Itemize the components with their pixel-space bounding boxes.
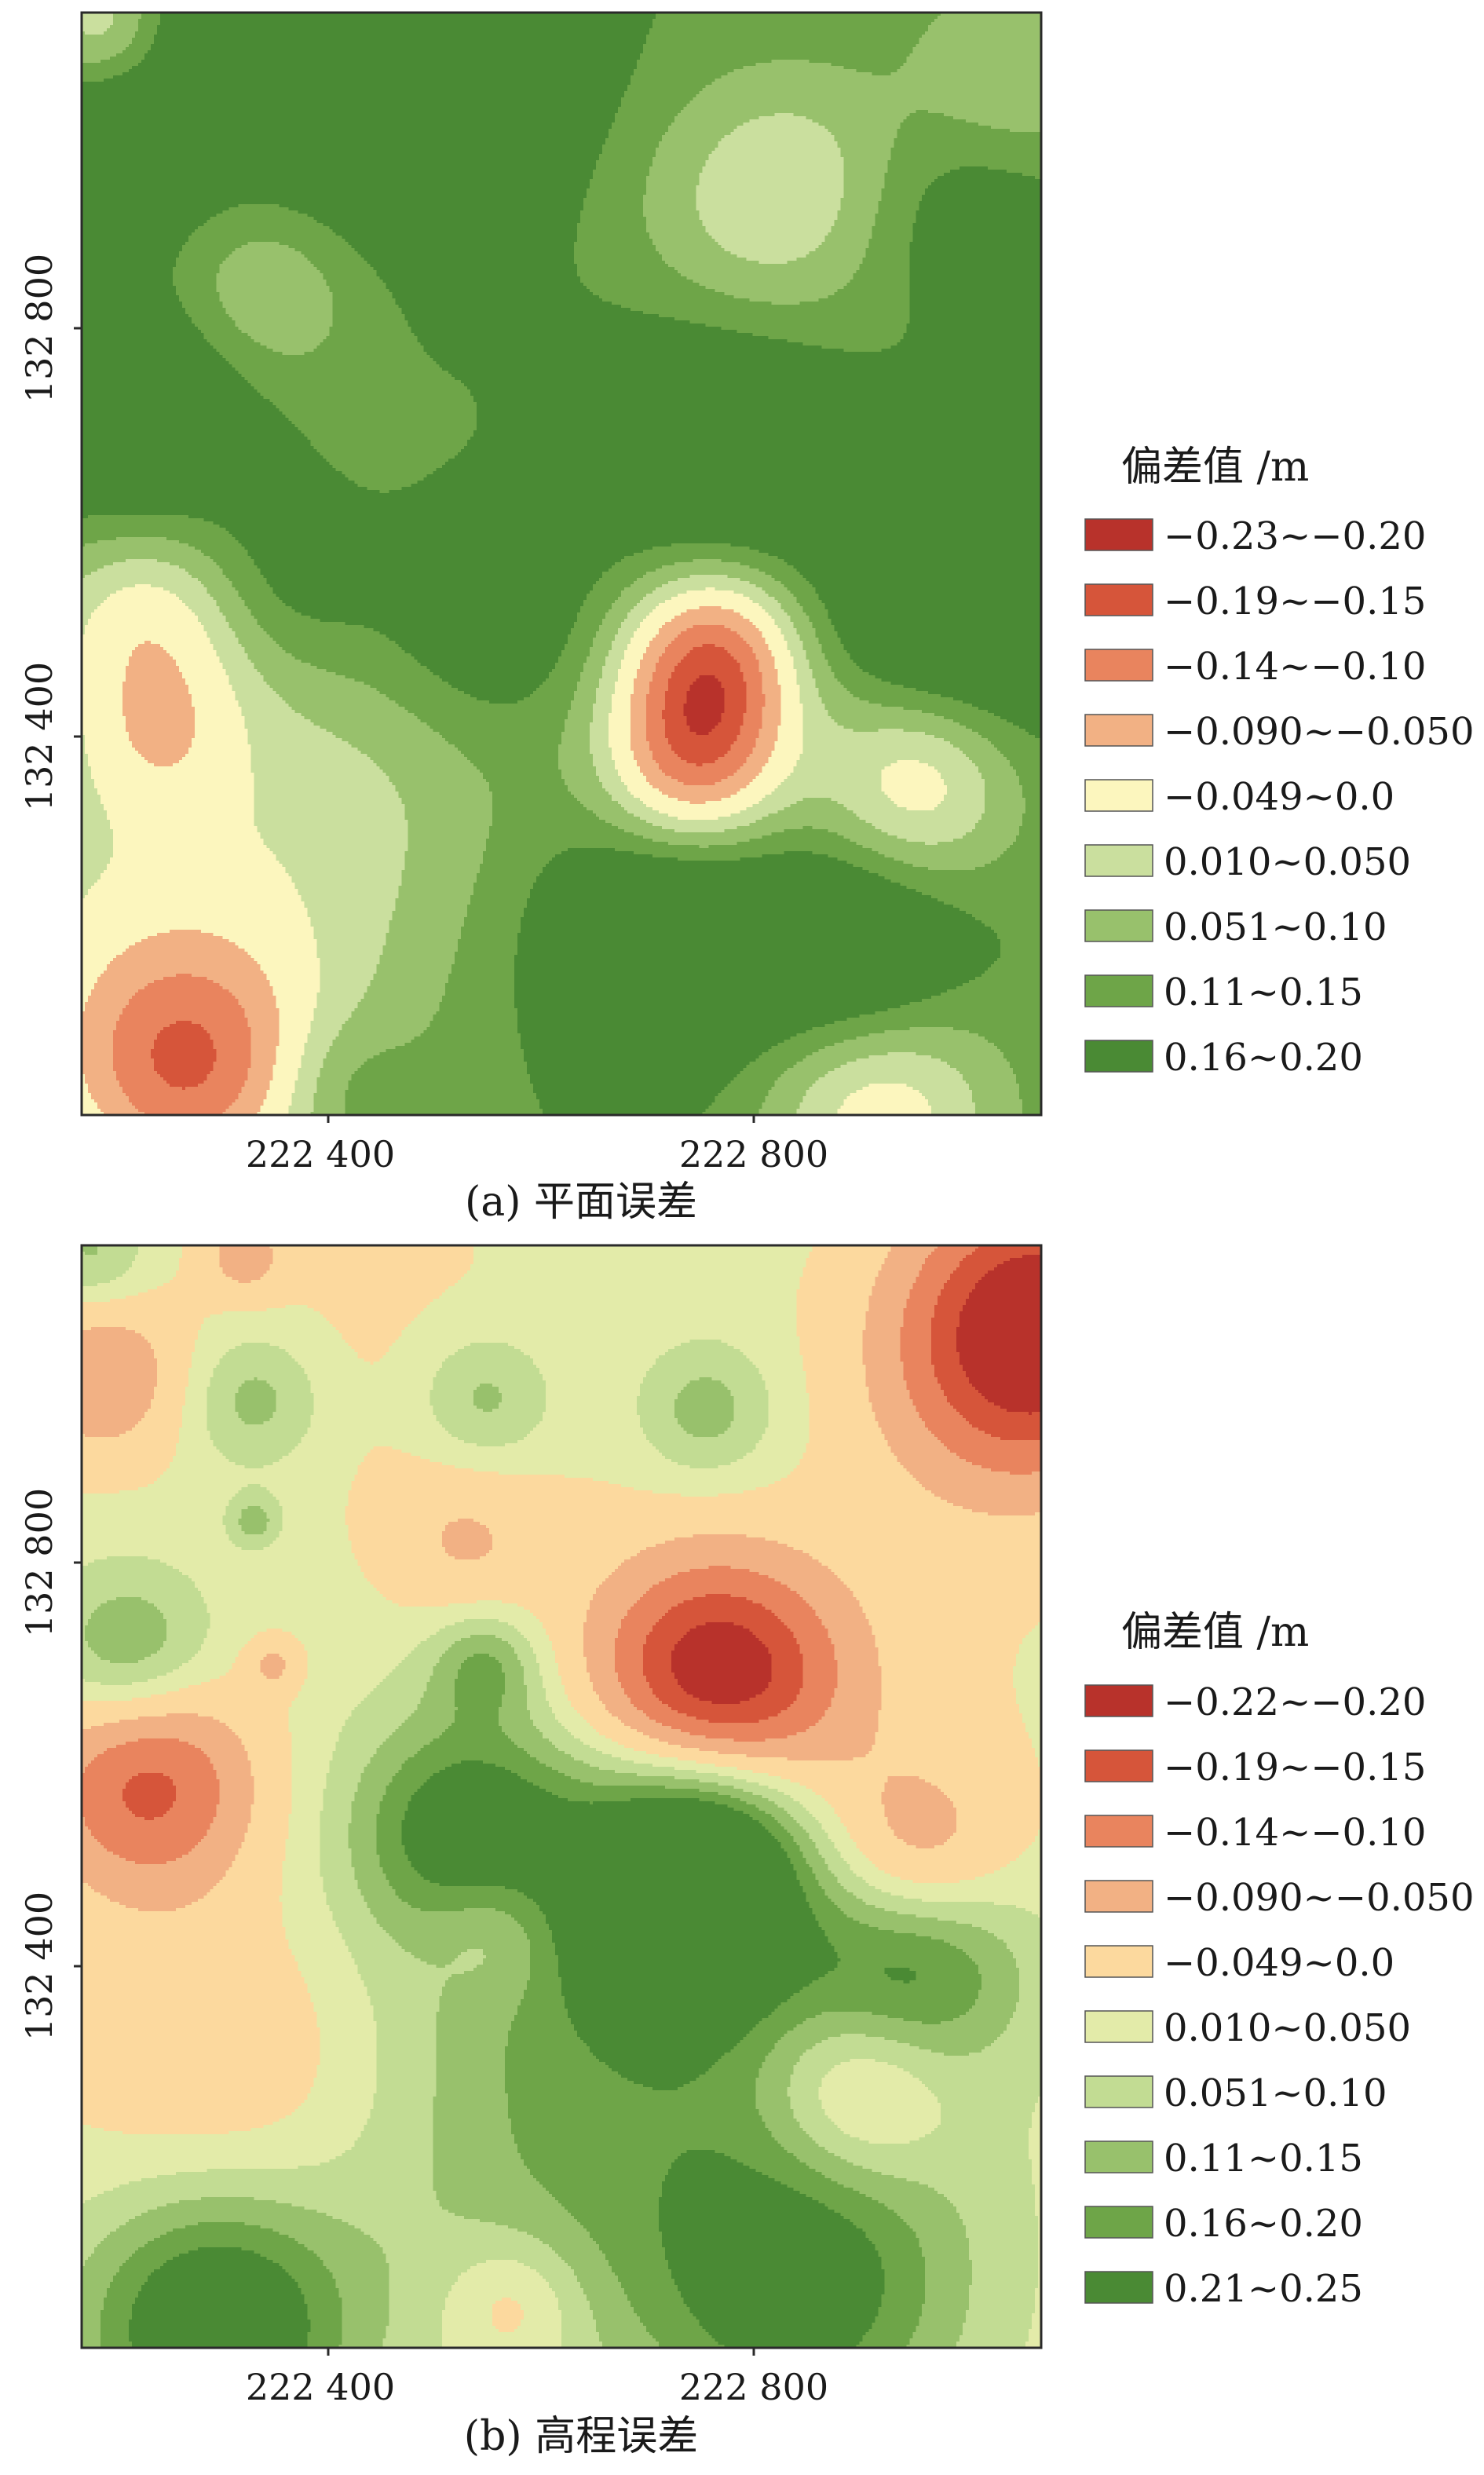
- panel-a-legend-label: −0.14~−0.10: [1164, 645, 1426, 689]
- panel-b-legend-swatch: [1084, 2075, 1153, 2108]
- panel-a-legend-title: 偏差值 /m: [1121, 444, 1309, 491]
- panel-a-legend: 偏差值 /m −0.23~−0.20 −0.19~−0.15 −0.14~−0.10…: [1084, 444, 1474, 1080]
- panel-a-legend-swatch: [1084, 974, 1153, 1007]
- panel-a-legend-label: 0.16~0.20: [1164, 1036, 1363, 1080]
- panel-a-legend-swatch: [1084, 583, 1153, 616]
- panel-b-legend-label: −0.19~−0.15: [1164, 1746, 1426, 1790]
- panel-b-legend: 偏差值 /m −0.22~−0.20 −0.19~−0.15 −0.14~−0.10…: [1084, 1609, 1474, 2311]
- panel-a-legend-swatch: [1084, 779, 1153, 812]
- panel-a-xtick-label-2: 222 800: [679, 1133, 828, 1175]
- panel-b-legend-label: 0.051~0.10: [1164, 2071, 1387, 2115]
- panel-b-legend-label: −0.22~−0.20: [1164, 1680, 1426, 1724]
- panel-a-legend-swatch: [1084, 1040, 1153, 1073]
- panel-a-legend-swatch: [1084, 909, 1153, 942]
- panel-b-legend-label: −0.090~−0.050: [1164, 1876, 1474, 1920]
- panel-b-caption: (b) 高程误差: [464, 2413, 698, 2460]
- panel-a-legend-label: 0.11~0.15: [1164, 971, 1363, 1014]
- panel-b-legend-swatch: [1084, 1880, 1153, 1913]
- panel-b-legend-swatch: [1084, 1945, 1153, 1978]
- panel-b-map: [82, 1245, 1041, 2348]
- panel-b-legend-swatch: [1084, 1684, 1153, 1717]
- panel-b-ytick-label-1: 132 800: [18, 1488, 60, 1637]
- panel-b-legend-label: 0.11~0.15: [1164, 2137, 1363, 2181]
- panel-b-xtick-label-2: 222 800: [679, 2366, 828, 2408]
- panel-a-ytick-label-1: 132 800: [18, 254, 60, 403]
- panel-a-frame: [80, 11, 1043, 1117]
- panel-b-legend-swatch: [1084, 2140, 1153, 2173]
- panel-b-legend-label: −0.049~0.0: [1164, 1941, 1394, 1985]
- panel-a-legend-swatch: [1084, 649, 1153, 682]
- panel-b-legend-swatch: [1084, 2010, 1153, 2043]
- panel-b-legend-swatch: [1084, 2206, 1153, 2239]
- panel-a-map: [82, 13, 1041, 1115]
- panel-a-legend-label: −0.049~0.0: [1164, 775, 1394, 819]
- panel-a-caption: (a) 平面误差: [465, 1179, 697, 1226]
- panel-a-legend-swatch: [1084, 714, 1153, 747]
- panel-b: 132 800 132 400 222 400 222 800 (b) 高程误差…: [18, 1244, 1474, 2460]
- panel-b-legend-swatch: [1084, 1749, 1153, 1782]
- panel-b-xtick-label-1: 222 400: [246, 2366, 395, 2408]
- panel-b-legend-title: 偏差值 /m: [1121, 1609, 1309, 1656]
- panel-b-legend-label: 0.21~0.25: [1164, 2267, 1363, 2311]
- panel-a-legend-swatch: [1084, 844, 1153, 877]
- panel-a-legend-label: −0.090~−0.050: [1164, 710, 1474, 754]
- panel-a-ytick-label-2: 132 400: [18, 662, 60, 811]
- panel-a-legend-label: −0.19~−0.15: [1164, 579, 1426, 623]
- panel-b-legend-label: 0.010~0.050: [1164, 2006, 1411, 2050]
- panel-a: 132 800 132 400 222 400 222 800 (a) 平面误差…: [18, 11, 1474, 1226]
- panel-a-legend-label: 0.010~0.050: [1164, 840, 1411, 884]
- panel-b-frame: [80, 1244, 1043, 2349]
- panel-b-legend-swatch: [1084, 2271, 1153, 2304]
- panel-a-legend-label: −0.23~−0.20: [1164, 514, 1426, 558]
- panel-b-legend-label: −0.14~−0.10: [1164, 1811, 1426, 1855]
- panel-a-legend-label: 0.051~0.10: [1164, 905, 1387, 949]
- panel-a-xtick-label-1: 222 400: [246, 1133, 395, 1175]
- panel-b-legend-label: 0.16~0.20: [1164, 2202, 1363, 2246]
- panel-b-legend-swatch: [1084, 1815, 1153, 1848]
- panel-b-ytick-label-2: 132 400: [18, 1892, 60, 2041]
- panel-a-legend-swatch: [1084, 518, 1153, 551]
